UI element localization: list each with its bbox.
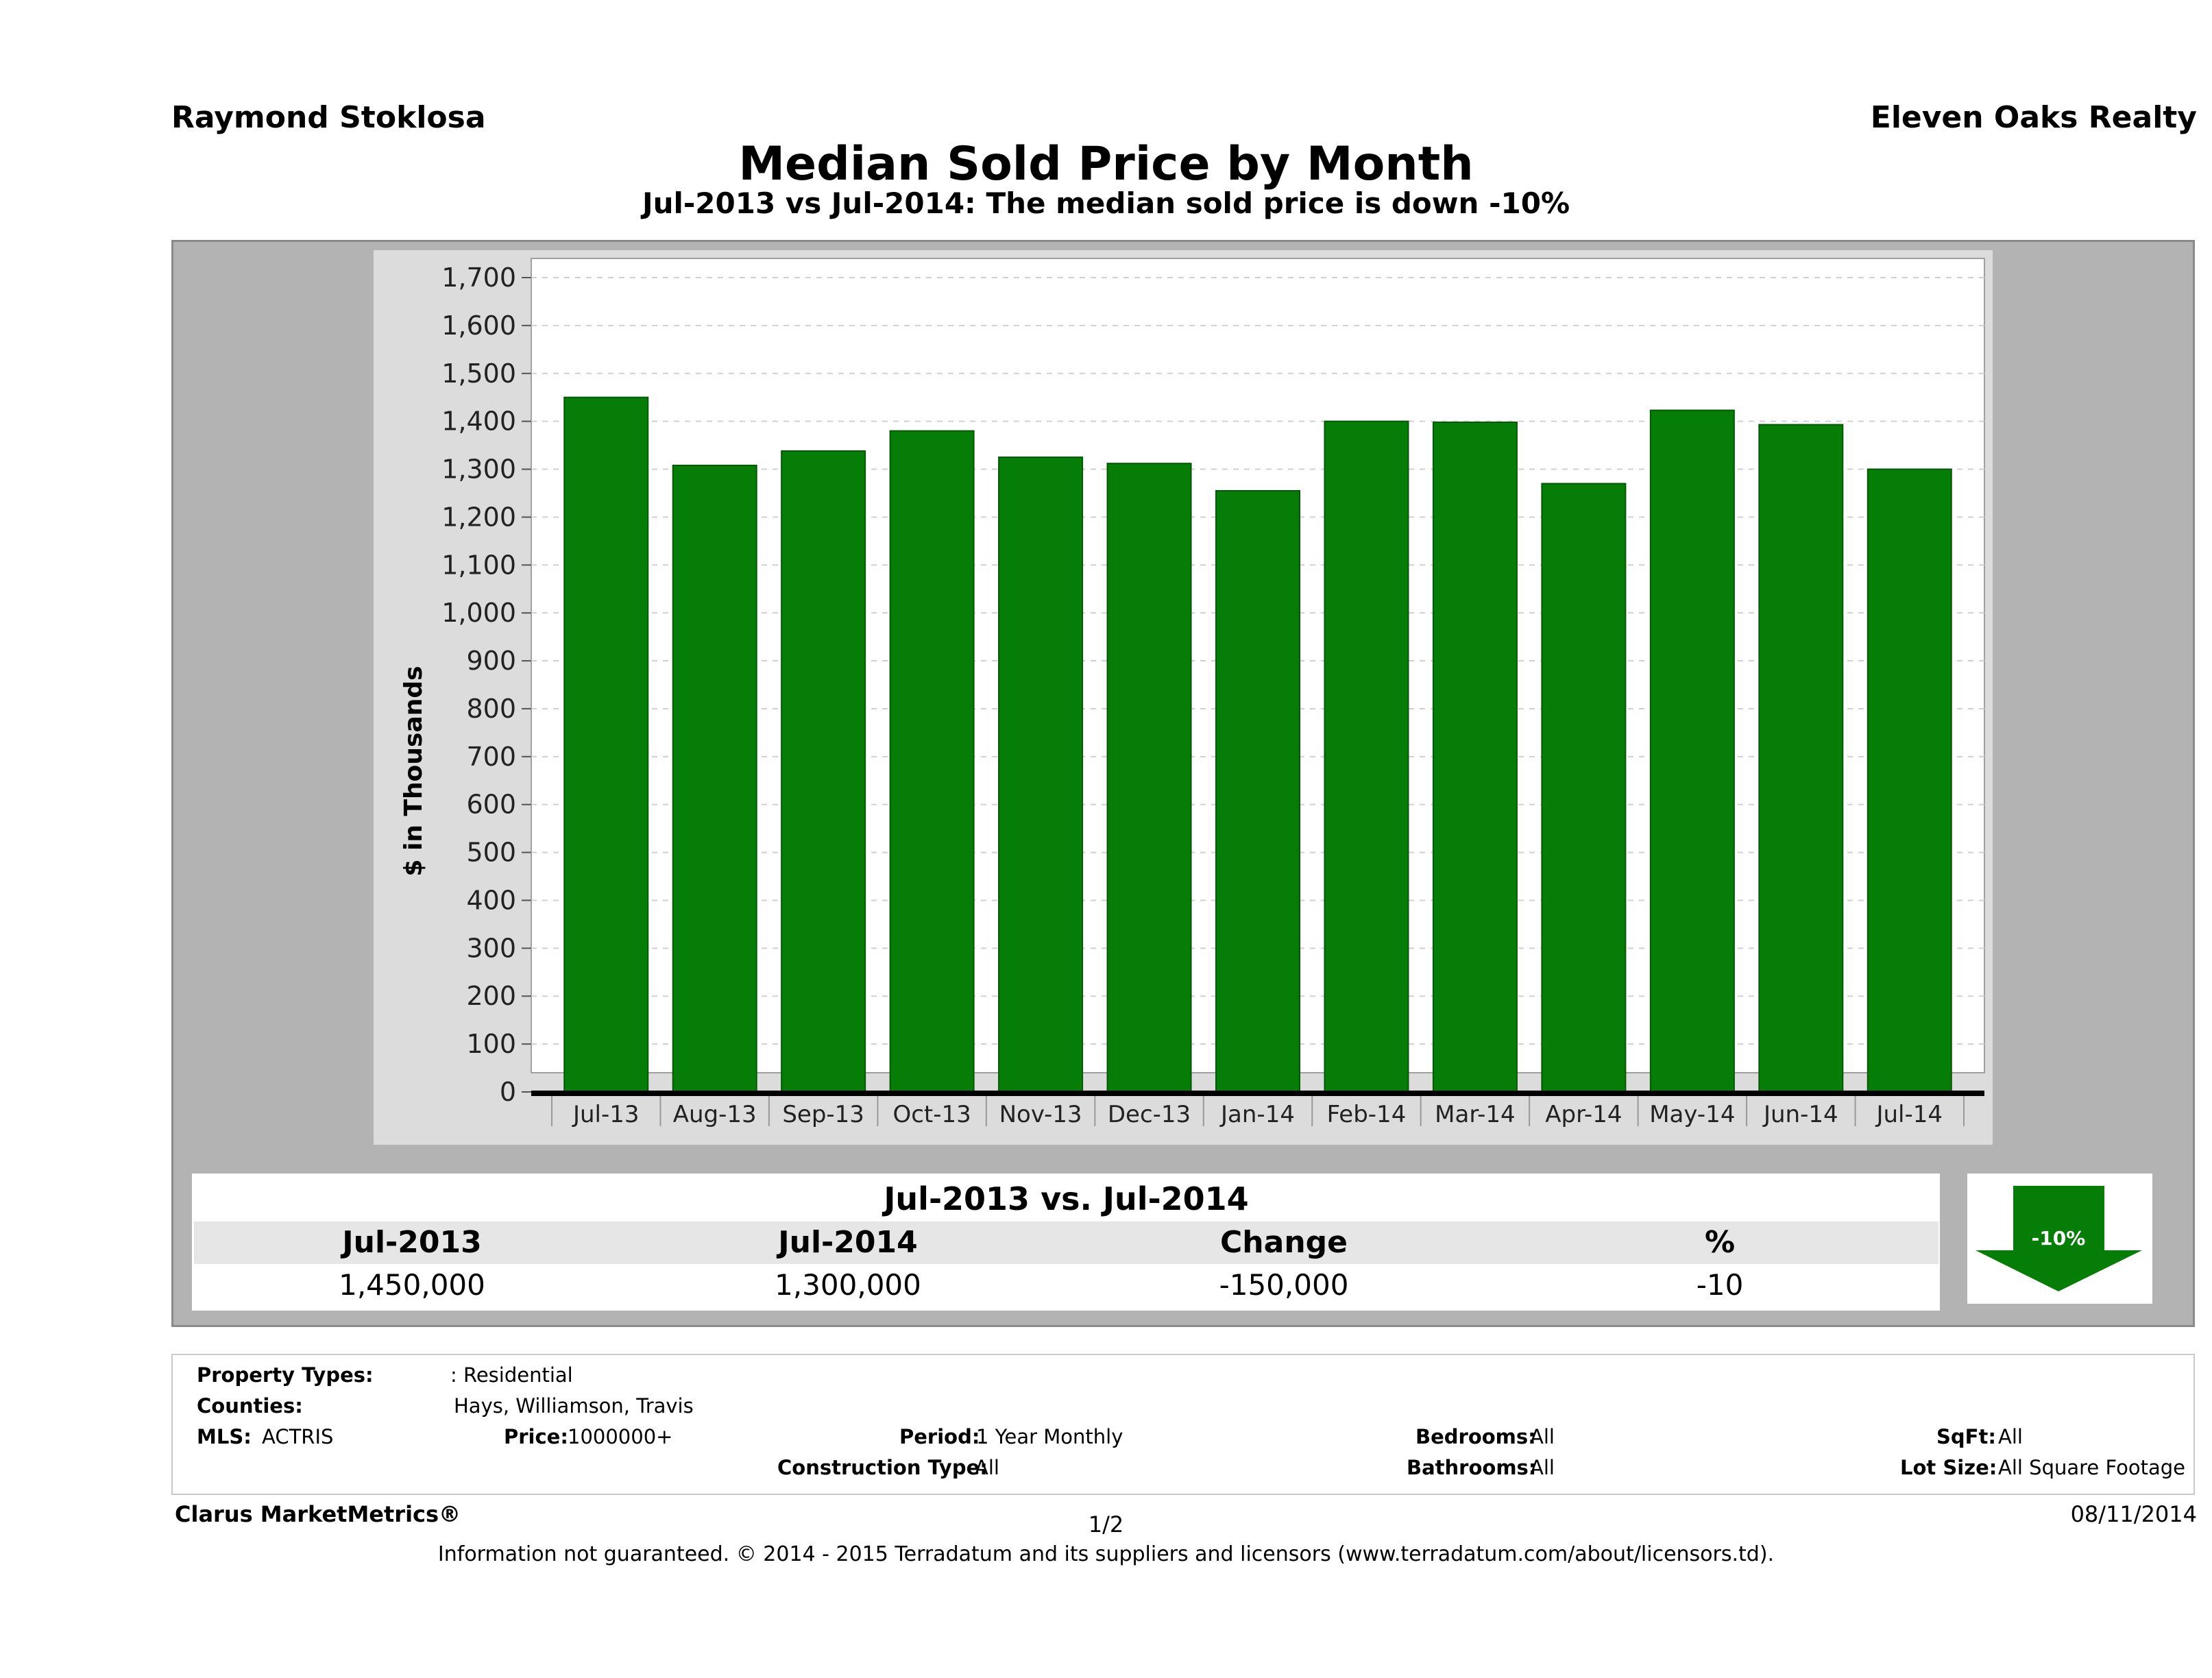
- header-change: Change: [1220, 1225, 1348, 1260]
- price-label: Price:: [504, 1425, 568, 1448]
- x-tick-label: Feb-14: [1327, 1101, 1407, 1128]
- bar-nov-13: [998, 457, 1084, 1093]
- y-tick-label: 200: [466, 981, 516, 1011]
- value-jul-2013: 1,450,000: [339, 1268, 485, 1302]
- y-tick-label: 1,400: [441, 406, 516, 437]
- y-tick-label: 900: [466, 646, 516, 676]
- agent-name: Raymond Stoklosa: [171, 100, 486, 135]
- construction-type-value: All: [975, 1456, 999, 1479]
- change-indicator: -10%: [1967, 1174, 2152, 1304]
- bar-mar-14: [1432, 422, 1518, 1093]
- bar-feb-14: [1324, 420, 1409, 1093]
- y-tick-label: 1,500: [441, 358, 516, 389]
- lot-size-value: All Square Footage: [1998, 1456, 2186, 1479]
- x-tick-label: Dec-13: [1108, 1101, 1191, 1128]
- header-jul-2014: Jul-2014: [778, 1225, 918, 1260]
- sqft-label: SqFt:: [1936, 1425, 1996, 1448]
- y-tick-label: 400: [466, 885, 516, 915]
- counties-value: Hays, Williamson, Travis: [454, 1394, 694, 1418]
- y-tick-label: 500: [466, 838, 516, 868]
- property-types-label: Property Types:: [197, 1363, 374, 1387]
- y-tick-label: 100: [466, 1029, 516, 1059]
- bathrooms-value: All: [1530, 1456, 1555, 1479]
- comparison-header-row: Jul-2013 Jul-2014 Change %: [194, 1221, 1938, 1264]
- change-badge-text: -10%: [2032, 1227, 2086, 1250]
- bedrooms-label: Bedrooms:: [1415, 1425, 1536, 1448]
- x-tick-label: Sep-13: [782, 1101, 864, 1128]
- bar-chart: 0 100 200 300 400 500 600 700 800 900 1,000 1,100 1,…: [400, 258, 1985, 1128]
- company-name: Eleven Oaks Realty: [1870, 100, 2197, 135]
- y-tick-label: 700: [466, 742, 516, 772]
- grid-lines: [531, 277, 1984, 1045]
- y-tick-label: 600: [466, 790, 516, 820]
- y-axis-label: $ in Thousands: [400, 666, 428, 876]
- x-tick-label: Jul-14: [1875, 1101, 1943, 1128]
- y-tick-label: 300: [466, 933, 516, 963]
- page-number: 1/2: [1088, 1511, 1124, 1537]
- period-value: 1 Year Monthly: [976, 1425, 1123, 1448]
- y-tick-label: 1,100: [441, 550, 516, 580]
- footer-brand: Clarus MarketMetrics®: [175, 1501, 461, 1527]
- comparison-title: Jul-2013 vs. Jul-2014: [194, 1178, 1938, 1220]
- mls-value: ACTRIS: [262, 1425, 334, 1448]
- bar-aug-13: [672, 464, 757, 1093]
- counties-label: Counties:: [197, 1394, 303, 1418]
- y-tick-label: 1,700: [441, 263, 516, 293]
- criteria-panel: Property Types: : Residential Counties: …: [171, 1354, 2195, 1495]
- value-jul-2014: 1,300,000: [775, 1268, 921, 1302]
- header-percent: %: [1704, 1225, 1736, 1260]
- bathrooms-label: Bathrooms:: [1407, 1456, 1537, 1479]
- bars: [563, 396, 1952, 1093]
- mls-label: MLS:: [197, 1425, 252, 1448]
- y-tick-label: 1,200: [441, 502, 516, 532]
- bar-jul-14: [1867, 468, 1952, 1093]
- bedrooms-value: All: [1530, 1425, 1555, 1448]
- bar-sep-13: [781, 450, 866, 1093]
- x-tick-label: May-14: [1649, 1101, 1735, 1128]
- bar-dec-13: [1106, 463, 1192, 1093]
- report-date: 08/11/2014: [2070, 1501, 2197, 1527]
- x-tick-label: Jan-14: [1219, 1101, 1295, 1128]
- chart-subtitle: Jul-2013 vs Jul-2014: The median sold pr…: [642, 186, 1570, 220]
- y-tick-label: 0: [500, 1077, 516, 1107]
- bar-jan-14: [1215, 489, 1300, 1093]
- bar-jul-13: [563, 396, 649, 1093]
- x-tick-label: Apr-14: [1545, 1101, 1622, 1128]
- comparison-value-row: 1,450,000 1,300,000 -150,000 -10: [194, 1265, 1938, 1305]
- x-tick-label: Mar-14: [1435, 1101, 1516, 1128]
- header-jul-2013: Jul-2013: [342, 1225, 482, 1260]
- bar-apr-14: [1541, 483, 1627, 1093]
- y-tick-label: 800: [466, 694, 516, 724]
- value-change: -150,000: [1219, 1268, 1349, 1302]
- x-axis-ticks: Jul-13 Aug-13 Sep-13 Oct-13 Nov-13 Dec-13 Jan-…: [531, 1091, 1984, 1128]
- value-percent: -10: [1696, 1268, 1744, 1302]
- y-tick-label: 1,000: [441, 598, 516, 628]
- bar-jun-14: [1758, 424, 1844, 1093]
- bar-oct-13: [889, 430, 975, 1093]
- bar-may-14: [1649, 409, 1735, 1093]
- y-axis-ticks: 0 100 200 300 400 500 600 700 800 900 1,000 1,100 1,…: [441, 263, 531, 1107]
- x-tick-label: Oct-13: [892, 1101, 971, 1128]
- x-tick-label: Nov-13: [999, 1101, 1082, 1128]
- sqft-value: All: [1998, 1425, 2023, 1448]
- x-tick-label: Jul-13: [572, 1101, 640, 1128]
- lot-size-label: Lot Size:: [1900, 1456, 1997, 1479]
- down-arrow-icon: -10%: [1976, 1186, 2142, 1291]
- y-tick-label: 1,600: [441, 311, 516, 341]
- x-tick-label: Jun-14: [1762, 1101, 1838, 1128]
- disclaimer: Information not guaranteed. © 2014 - 201…: [437, 1542, 1775, 1566]
- price-value: 1000000+: [568, 1425, 673, 1448]
- y-tick-label: 1,300: [441, 454, 516, 485]
- construction-type-label: Construction Type:: [777, 1456, 988, 1479]
- chart-title: Median Sold Price by Month: [738, 137, 1474, 191]
- x-tick-label: Aug-13: [673, 1101, 757, 1128]
- property-types-value: : Residential: [450, 1363, 573, 1387]
- period-label: Period:: [899, 1425, 980, 1448]
